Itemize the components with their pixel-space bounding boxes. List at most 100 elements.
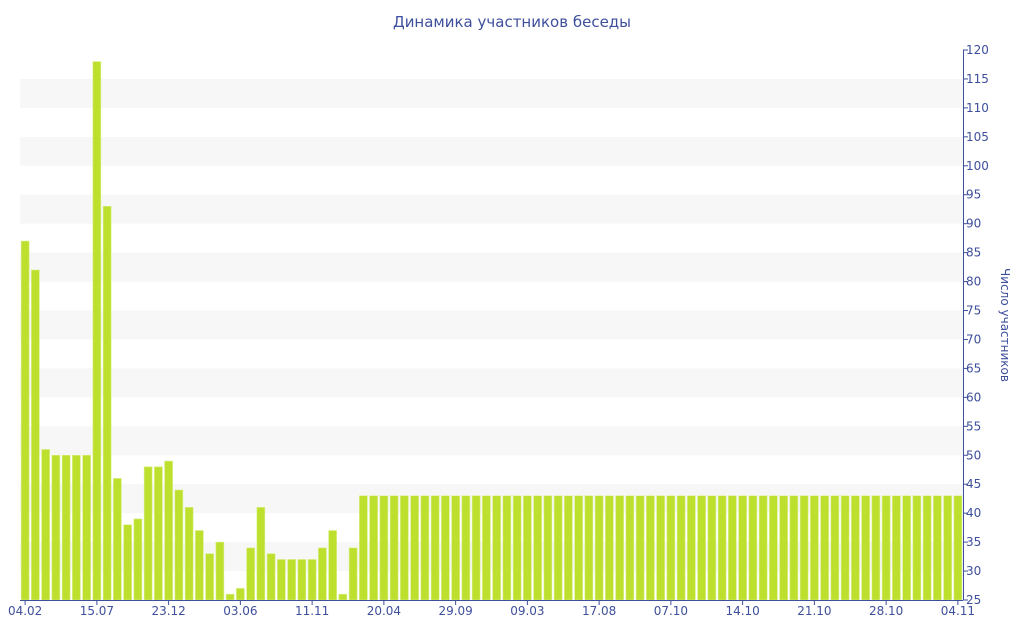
bar bbox=[892, 495, 901, 601]
bar bbox=[143, 466, 153, 601]
bar bbox=[707, 495, 717, 601]
bar bbox=[287, 559, 296, 601]
bar bbox=[533, 495, 542, 601]
bar bbox=[502, 495, 512, 601]
bar bbox=[369, 495, 378, 601]
y-tick-label: 110 bbox=[966, 101, 989, 115]
x-tick-label: 15.07 bbox=[80, 604, 114, 618]
grid-band bbox=[20, 368, 963, 398]
bar bbox=[922, 495, 932, 601]
y-tick-label: 80 bbox=[966, 275, 981, 289]
bar bbox=[697, 495, 706, 601]
x-tick-label: 07.10 bbox=[654, 604, 688, 618]
bar bbox=[184, 507, 194, 601]
bar bbox=[933, 495, 942, 601]
bar bbox=[225, 593, 235, 601]
bar bbox=[605, 495, 614, 601]
bar bbox=[102, 206, 112, 601]
bar bbox=[523, 495, 532, 601]
x-tick-label: 29.09 bbox=[438, 604, 472, 618]
y-tick-label: 90 bbox=[966, 217, 981, 231]
grid-band bbox=[20, 78, 963, 108]
bar bbox=[512, 495, 522, 601]
x-tick-label: 04.02 bbox=[8, 604, 42, 618]
bar bbox=[31, 269, 40, 601]
bar bbox=[92, 61, 102, 601]
bar bbox=[574, 495, 583, 601]
bar bbox=[687, 495, 696, 601]
bar bbox=[779, 495, 788, 601]
bar bbox=[635, 495, 645, 601]
bar bbox=[195, 530, 204, 601]
bar bbox=[379, 495, 389, 601]
x-tick-label: 09.03 bbox=[510, 604, 544, 618]
bar bbox=[789, 495, 799, 601]
bar bbox=[881, 495, 891, 601]
y-tick-label: 40 bbox=[966, 506, 981, 520]
y-tick-label: 65 bbox=[966, 361, 981, 375]
bar bbox=[256, 507, 266, 601]
bar bbox=[20, 240, 30, 601]
bar bbox=[359, 495, 368, 601]
y-tick-label: 105 bbox=[966, 130, 989, 144]
bar bbox=[799, 495, 809, 601]
bar bbox=[594, 495, 604, 601]
bar bbox=[41, 449, 50, 601]
x-tick-label: 03.06 bbox=[223, 604, 257, 618]
bar bbox=[902, 495, 911, 601]
y-tick-label: 35 bbox=[966, 535, 981, 549]
y-tick-label: 50 bbox=[966, 448, 981, 462]
bar bbox=[174, 489, 184, 601]
bar bbox=[277, 559, 286, 601]
bar bbox=[666, 495, 676, 601]
bar bbox=[553, 495, 563, 601]
bar bbox=[625, 495, 635, 601]
y-tick-label: 45 bbox=[966, 477, 981, 491]
y-tick-label: 95 bbox=[966, 188, 981, 202]
x-tick-label: 17.08 bbox=[582, 604, 616, 618]
y-tick-label: 85 bbox=[966, 246, 981, 260]
bar bbox=[246, 547, 255, 601]
bar bbox=[461, 495, 471, 601]
bar bbox=[830, 495, 840, 601]
bar bbox=[584, 495, 594, 601]
bar bbox=[851, 495, 860, 601]
bar bbox=[646, 495, 655, 601]
bar bbox=[61, 454, 71, 601]
x-tick-label: 11.11 bbox=[295, 604, 329, 618]
bar bbox=[133, 518, 143, 601]
bar bbox=[348, 547, 358, 601]
bar bbox=[943, 495, 952, 601]
bar bbox=[72, 454, 81, 601]
y-tick-label: 30 bbox=[966, 564, 981, 578]
bar bbox=[441, 495, 450, 601]
bar bbox=[840, 495, 850, 601]
bar bbox=[164, 460, 173, 601]
bar bbox=[410, 495, 419, 601]
grid-band bbox=[20, 252, 963, 282]
x-tick-label: 21.10 bbox=[797, 604, 831, 618]
y-tick-label: 115 bbox=[966, 72, 989, 86]
y-tick-label: 120 bbox=[966, 43, 989, 57]
bar bbox=[676, 495, 686, 601]
grid-band bbox=[20, 426, 963, 456]
bar bbox=[738, 495, 747, 601]
bar bbox=[389, 495, 399, 601]
bar bbox=[318, 547, 327, 601]
y-tick-label: 75 bbox=[966, 304, 981, 318]
bar bbox=[564, 495, 573, 601]
bar bbox=[471, 495, 481, 601]
grid-band bbox=[20, 310, 963, 340]
y-tick-label: 55 bbox=[966, 419, 981, 433]
y-tick-label: 100 bbox=[966, 159, 989, 173]
bar bbox=[871, 495, 881, 601]
bar bbox=[307, 559, 317, 601]
x-tick-label: 14.10 bbox=[725, 604, 759, 618]
bar bbox=[861, 495, 870, 601]
y-tick-label: 70 bbox=[966, 332, 981, 346]
bar bbox=[810, 495, 819, 601]
bar bbox=[400, 495, 409, 601]
bar bbox=[51, 454, 61, 601]
x-tick-label: 28.10 bbox=[869, 604, 903, 618]
